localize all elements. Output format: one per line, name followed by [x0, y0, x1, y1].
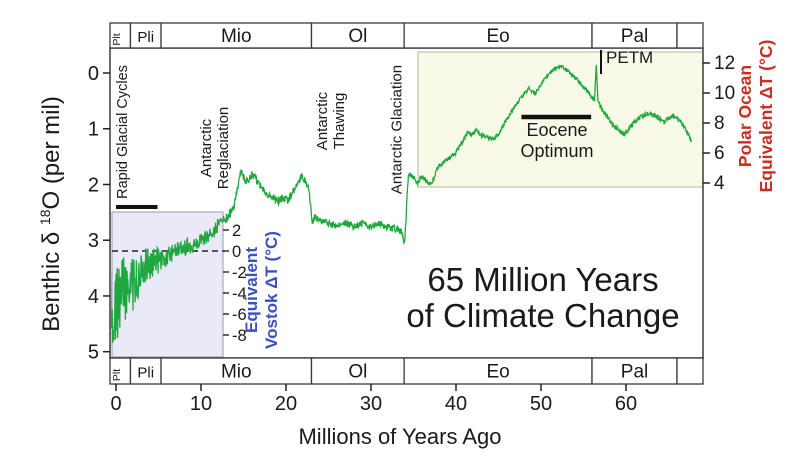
epoch-label-mio: Mio	[221, 26, 252, 47]
annotation-rapid-glacial-cycles: Rapid Glacial Cycles	[115, 65, 131, 199]
annotation-eocene-optimum: Eocene Optimum	[492, 120, 622, 162]
x-axis-title: Millions of Years Ago	[298, 424, 502, 449]
vostok-tick-label: 2	[232, 222, 241, 240]
benthic-d18o-curve	[111, 63, 693, 344]
epoch-cell	[160, 357, 313, 385]
annotation-eocene-optimum-line2: Optimum	[520, 141, 594, 161]
epoch-cell	[676, 357, 704, 385]
left-tick-label: 0	[88, 63, 99, 85]
right-tick-label: 4	[714, 173, 725, 194]
epoch-label-pli: Pli	[137, 365, 154, 382]
right-tick-label: 10	[714, 83, 735, 104]
epoch-label-pli: Pli	[137, 29, 154, 46]
right-axis-title-line2: Equivalent ΔT (°C)	[756, 39, 776, 193]
annotation-antarctic-glaciation: Antarctic Glaciation	[388, 64, 406, 195]
bottom-tick-label: 30	[360, 393, 382, 415]
annotation-petm: PETM	[606, 48, 654, 67]
left-axis-title-text: Benthic δ	[38, 225, 65, 332]
epoch-cell	[403, 357, 593, 385]
epoch-label-pal: Pal	[621, 362, 648, 383]
vostok-axis-title: Equivalent Vostok ΔT (°C)	[242, 180, 282, 400]
bottom-tick-label: 20	[275, 393, 297, 415]
vostok-tick-label: -6	[232, 306, 247, 324]
epoch-label-plt: Plt	[111, 33, 123, 45]
left-axis-title: Benthic δ 18O (per mil)	[37, 44, 67, 384]
chart-title-line2: of Climate Change	[406, 297, 680, 334]
epoch-label-eo: Eo	[486, 26, 509, 47]
epoch-label-ol: Ol	[348, 26, 367, 47]
vostok-axis-title-line1: Equivalent	[242, 247, 261, 333]
epoch-cell	[676, 22, 704, 49]
epoch-cell	[310, 357, 405, 385]
annotation-antarctic-reglaciation-line2: Reglaciation	[215, 106, 232, 190]
epoch-cell	[403, 22, 593, 49]
right-tick-label: 12	[714, 53, 735, 74]
annotation-eocene-optimum-line1: Eocene	[526, 120, 588, 140]
bottom-tick-label: 0	[110, 393, 121, 415]
left-tick-label: 1	[88, 119, 99, 141]
vostok-tick-label: -2	[232, 264, 247, 282]
vostok-tick-label: -4	[232, 285, 247, 303]
chart-title-line1: 65 Million Years	[427, 261, 659, 298]
left-axis-title-sup: 18	[37, 209, 53, 226]
bottom-tick-label: 50	[530, 393, 552, 415]
vostok-tick-label: 0	[232, 243, 241, 261]
epoch-cell	[310, 22, 405, 49]
bottom-tick-label: 60	[615, 393, 637, 415]
epoch-cell	[129, 22, 162, 49]
vostok-axis-title-line2: Vostok ΔT (°C)	[262, 231, 281, 349]
annotation-antarctic-thawing: Antarctic Thawing	[314, 66, 348, 176]
annotation-antarctic-reglaciation: Antarctic Reglaciation	[198, 88, 232, 208]
chart-title: 65 Million Years of Climate Change	[383, 262, 703, 334]
left-tick-label: 4	[88, 286, 99, 308]
annotation-antarctic-reglaciation-line1: Antarctic	[198, 118, 215, 178]
right-tick-label: 6	[714, 143, 725, 164]
annotation-antarctic-thawing-line2: Thawing	[331, 92, 348, 150]
left-tick-label: 5	[88, 342, 99, 364]
epoch-label-plt: Plt	[111, 369, 123, 381]
right-axis-title-line1: Polar Ocean	[735, 64, 755, 168]
epoch-cell	[591, 357, 678, 385]
epoch-label-eo: Eo	[486, 362, 509, 383]
bottom-tick-label: 10	[190, 393, 212, 415]
annotation-antarctic-thawing-line1: Antarctic	[314, 91, 331, 151]
epoch-label-mio: Mio	[221, 362, 252, 383]
epoch-label-pal: Pal	[621, 26, 648, 47]
epoch-label-ol: Ol	[348, 362, 367, 383]
left-tick-label: 2	[88, 174, 99, 196]
vostok-tick-label: -8	[232, 327, 247, 345]
eocene-panel	[417, 51, 704, 188]
right-tick-label: 8	[714, 113, 725, 134]
left-tick-label: 3	[88, 230, 99, 252]
left-axis-title-suffix: O (per mil)	[38, 96, 65, 210]
epoch-cell	[129, 357, 162, 385]
right-axis-title: Polar Ocean Equivalent ΔT (°C)	[735, 6, 777, 226]
bottom-tick-label: 40	[445, 393, 467, 415]
